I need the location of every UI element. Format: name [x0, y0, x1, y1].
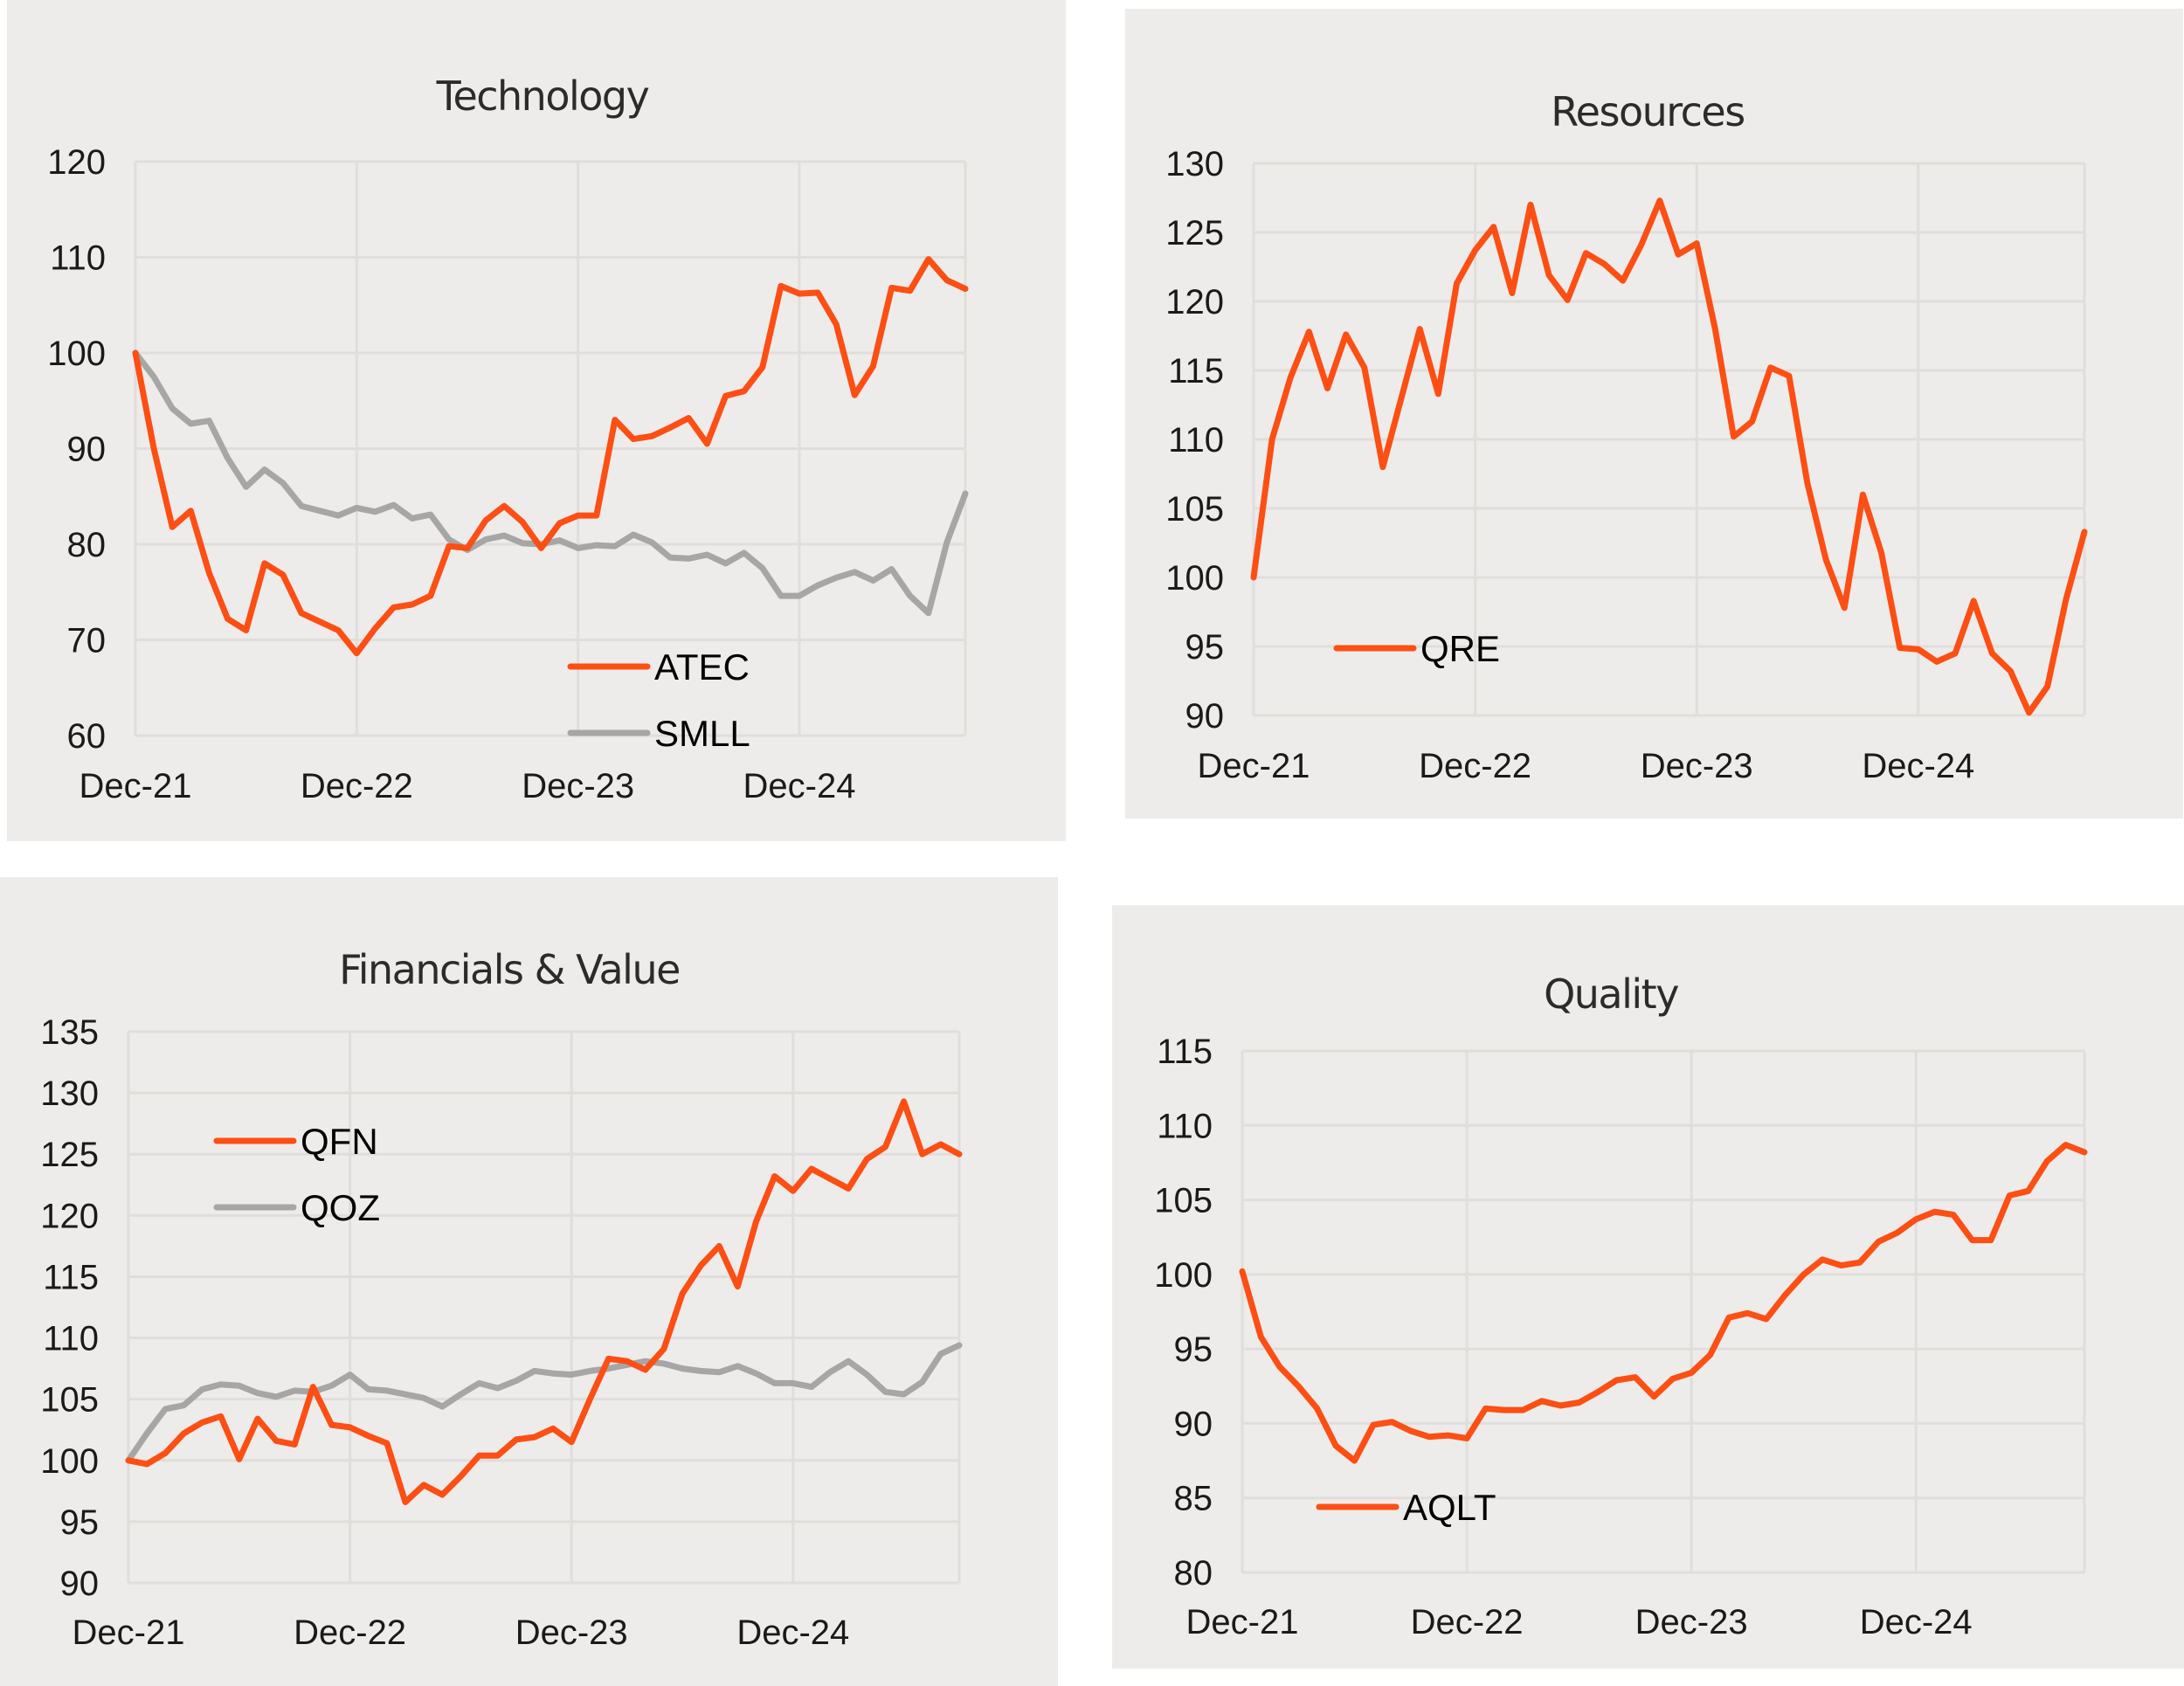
legend-item-smll: SMLL: [567, 713, 750, 754]
gridlines: [1241, 1049, 2086, 1574]
y-tick-label: 90: [1185, 697, 1225, 736]
y-tick-label: 90: [67, 431, 107, 469]
quality-chart-panel: Quality 80 85 90 95 100 105 110 115 Dec-21 Dec-22 D…: [1112, 905, 2184, 1669]
legend: QFN QOZ: [213, 1121, 380, 1228]
legend-label: QFN: [301, 1121, 378, 1162]
legend: AQLT: [1316, 1487, 1496, 1528]
x-tick-label: Dec-22: [1419, 747, 1531, 785]
resources-chart-panel: Resources 90 95 100 105 110 115 120 125 130 Dec-21…: [1125, 9, 2183, 819]
x-tick-label: Dec-22: [1411, 1603, 1524, 1641]
legend-item-qfn: QFN: [213, 1121, 378, 1162]
x-tick-label: Dec-21: [1198, 747, 1310, 785]
y-tick-label: 95: [1174, 1330, 1213, 1369]
financials-value-chart: Financials & Value 90 95 100 105 110 115 120 125…: [40, 946, 963, 1652]
y-tick-label: 135: [40, 1013, 99, 1052]
chart-title: Technology: [436, 73, 649, 120]
x-tick-label: Dec-21: [79, 767, 192, 805]
series-atec: [132, 256, 969, 657]
y-tick-label: 115: [1168, 352, 1224, 390]
legend-label: AQLT: [1403, 1487, 1496, 1528]
y-tick-label: 100: [1165, 559, 1224, 598]
x-tick-label: Dec-21: [1186, 1603, 1299, 1641]
y-tick-label: 110: [43, 1320, 99, 1358]
legend-item-atec: ATEC: [567, 646, 750, 688]
y-tick-label: 130: [1165, 145, 1224, 183]
x-tick-label: Dec-23: [1641, 747, 1753, 785]
series-line-qfn: [125, 1098, 963, 1505]
y-tick-label: 90: [1174, 1405, 1213, 1443]
y-tick-label: 85: [1174, 1480, 1213, 1518]
technology-chart: Technology 60 70 80 90 100 110 120 Dec-21 Dec-22 D…: [47, 73, 969, 805]
y-tick-label: 100: [47, 335, 106, 373]
y-tick-label: 120: [40, 1197, 99, 1235]
technology-chart-panel: Technology 60 70 80 90 100 110 120 Dec-21 Dec-22 D…: [7, 0, 1066, 841]
y-tick-label: 115: [43, 1258, 99, 1296]
series-qre: [1250, 197, 2088, 716]
y-tick-label: 125: [40, 1136, 99, 1174]
chart-title: Financials & Value: [339, 946, 680, 993]
legend-item-aqlt: AQLT: [1316, 1487, 1496, 1528]
x-tick-label: Dec-24: [1860, 1603, 1973, 1641]
y-tick-label: 120: [1165, 283, 1224, 321]
y-tick-label: 95: [1185, 628, 1225, 667]
y-tick-label: 80: [67, 526, 107, 564]
y-tick-label: 100: [1154, 1256, 1213, 1295]
series-qoz: [125, 1342, 963, 1464]
y-tick-label: 60: [67, 717, 107, 756]
financials-value-chart-panel: Financials & Value 90 95 100 105 110 115 120 125…: [0, 877, 1058, 1686]
legend-label: ATEC: [654, 646, 750, 688]
series-line-qre: [1250, 197, 2088, 716]
y-tick-label: 70: [67, 622, 107, 660]
gridlines: [134, 160, 967, 737]
x-tick-label: Dec-23: [522, 767, 634, 805]
quality-chart: Quality 80 85 90 95 100 105 110 115 Dec-21 Dec-22 D…: [1154, 971, 2088, 1641]
legend-label: QOZ: [301, 1187, 380, 1228]
series-line-smll: [132, 349, 969, 617]
legend-item-qoz: QOZ: [213, 1187, 380, 1228]
y-tick-label: 110: [1168, 421, 1224, 460]
y-tick-label: 120: [47, 143, 106, 182]
y-tick-label: 105: [40, 1381, 99, 1420]
y-tick-label: 105: [1154, 1182, 1213, 1220]
legend-label: SMLL: [654, 713, 750, 754]
chart-title: Quality: [1544, 971, 1678, 1018]
legend-label: QRE: [1420, 628, 1500, 669]
x-tick-label: Dec-22: [294, 1613, 406, 1652]
x-tick-label: Dec-24: [1862, 747, 1974, 785]
legend: QRE: [1333, 628, 1500, 669]
x-tick-label: Dec-24: [743, 767, 856, 805]
y-tick-label: 125: [1165, 214, 1224, 252]
x-tick-label: Dec-21: [73, 1613, 185, 1652]
y-tick-label: 115: [1157, 1033, 1213, 1071]
y-tick-label: 105: [1165, 490, 1224, 529]
y-tick-label: 110: [50, 239, 106, 278]
y-tick-label: 110: [1157, 1107, 1213, 1145]
series-aqlt: [1239, 1142, 2088, 1464]
chart-title: Resources: [1551, 88, 1744, 135]
y-tick-label: 130: [40, 1074, 99, 1113]
y-tick-label: 100: [40, 1442, 99, 1481]
series-line-qoz: [125, 1342, 963, 1464]
x-tick-label: Dec-24: [736, 1613, 849, 1652]
legend-item-qre: QRE: [1333, 628, 1500, 669]
x-tick-label: Dec-23: [515, 1613, 628, 1652]
resources-chart: Resources 90 95 100 105 110 115 120 125 130 Dec-21…: [1165, 88, 2088, 785]
y-tick-label: 80: [1174, 1554, 1213, 1593]
x-tick-label: Dec-23: [1635, 1603, 1748, 1641]
series-line-aqlt: [1239, 1142, 2088, 1464]
y-tick-label: 90: [60, 1565, 100, 1603]
legend: ATEC SMLL: [567, 646, 750, 754]
series-qfn: [125, 1098, 963, 1505]
series-smll: [132, 349, 969, 617]
y-tick-label: 95: [60, 1503, 100, 1542]
series-line-atec: [132, 256, 969, 657]
x-tick-label: Dec-22: [301, 767, 413, 805]
gridlines: [127, 1030, 961, 1585]
